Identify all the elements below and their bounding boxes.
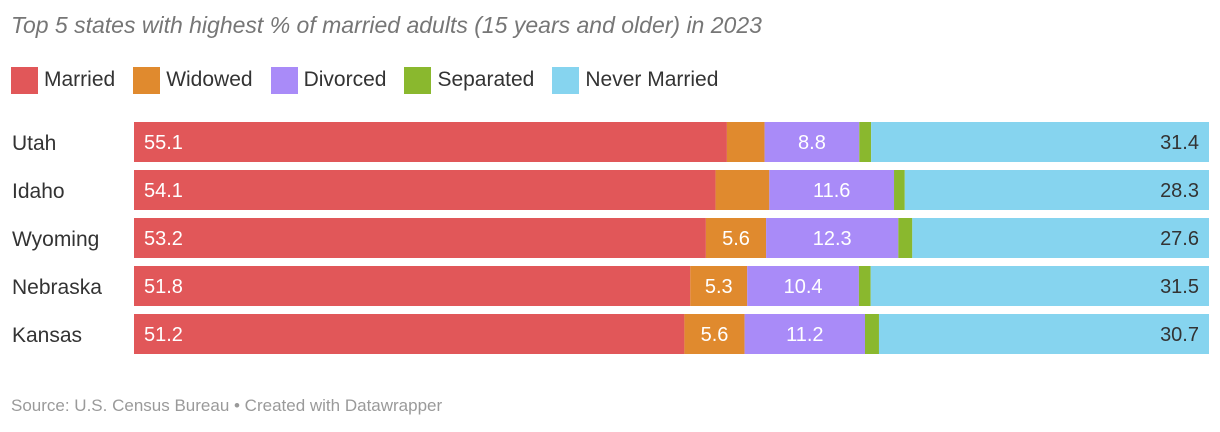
bar-wyoming-married	[134, 218, 706, 258]
category-label-kansas: Kansas	[12, 324, 82, 347]
bar-idaho-separated	[894, 170, 905, 210]
source-note: Source: U.S. Census Bureau • Created wit…	[11, 396, 443, 415]
legend-swatch-widowed	[133, 66, 161, 94]
legend-item-widowed: Widowed	[133, 66, 253, 94]
legend-label-divorced: Divorced	[303, 68, 387, 91]
bar-utah-married	[134, 122, 727, 162]
value-label-wyoming-widowed: 5.6	[722, 228, 750, 250]
value-label-utah-never-married: 31.4	[1160, 132, 1199, 154]
legend-swatch-separated	[404, 66, 432, 94]
value-label-nebraska-widowed: 5.3	[705, 276, 733, 298]
bar-kansas-widowed	[684, 314, 745, 354]
chart-title: Top 5 states with highest % of married a…	[11, 12, 762, 38]
value-label-utah-divorced: 8.8	[798, 132, 826, 154]
stacked-bar-chart: Utah 55.1 8.8 31.4 Idaho 54.1 11.6 28.3 Wyoming 5…	[12, 122, 1209, 354]
value-label-idaho-divorced: 11.6	[813, 180, 850, 202]
bar-nebraska-divorced	[747, 266, 859, 306]
bar-idaho-widowed	[715, 170, 770, 210]
legend-swatch-divorced	[270, 66, 298, 94]
bar-wyoming-never-married	[912, 218, 1209, 258]
value-label-nebraska-divorced: 10.4	[784, 276, 823, 298]
legend-item-never-married: Never Married	[552, 66, 719, 94]
value-label-wyoming-married: 53.2	[144, 228, 183, 250]
value-label-idaho-never-married: 28.3	[1160, 180, 1199, 202]
value-label-wyoming-never-married: 27.6	[1160, 228, 1199, 250]
value-label-idaho-married: 54.1	[144, 180, 183, 202]
bar-utah-widowed	[726, 122, 765, 162]
bar-nebraska-separated	[858, 266, 871, 306]
legend-item-divorced: Divorced	[270, 66, 387, 94]
bar-nebraska-never-married	[870, 266, 1209, 306]
legend-item-separated: Separated	[404, 66, 535, 94]
value-label-nebraska-married: 51.8	[144, 276, 183, 298]
legend-label-never-married: Never Married	[585, 68, 719, 91]
value-label-kansas-never-married: 30.7	[1160, 324, 1199, 346]
value-label-kansas-divorced: 11.2	[786, 324, 823, 346]
category-label-idaho: Idaho	[12, 180, 65, 203]
bar-kansas-married	[134, 314, 685, 354]
category-label-utah: Utah	[12, 132, 56, 155]
bar-nebraska-married	[134, 266, 691, 306]
bar-wyoming-separated	[898, 218, 913, 258]
legend-label-widowed: Widowed	[166, 68, 253, 91]
bar-kansas-never-married	[878, 314, 1209, 354]
value-label-kansas-married: 51.2	[144, 324, 183, 346]
bar-kansas-separated	[865, 314, 879, 354]
bar-utah-never-married	[871, 122, 1209, 162]
legend-item-married: Married	[11, 66, 116, 94]
legend-label-married: Married	[44, 68, 116, 91]
value-label-wyoming-divorced: 12.3	[813, 228, 852, 250]
value-label-utah-married: 55.1	[144, 132, 183, 154]
bar-idaho-divorced	[769, 170, 895, 210]
bar-wyoming-widowed	[705, 218, 767, 258]
bar-idaho-never-married	[904, 170, 1209, 210]
bar-utah-divorced	[764, 122, 860, 162]
bar-wyoming-divorced	[766, 218, 899, 258]
legend: Married Widowed Divorced Separated Never…	[11, 65, 736, 95]
bar-kansas-divorced	[744, 314, 865, 354]
bar-idaho-married	[134, 170, 716, 210]
value-label-kansas-widowed: 5.6	[701, 324, 729, 346]
bar-utah-separated	[859, 122, 872, 162]
value-label-nebraska-never-married: 31.5	[1160, 276, 1199, 298]
legend-swatch-never-married	[552, 66, 580, 94]
category-label-wyoming: Wyoming	[12, 228, 99, 251]
legend-swatch-married	[11, 66, 38, 94]
legend-label-separated: Separated	[437, 68, 535, 91]
bar-nebraska-widowed	[690, 266, 748, 306]
category-label-nebraska: Nebraska	[12, 276, 102, 299]
